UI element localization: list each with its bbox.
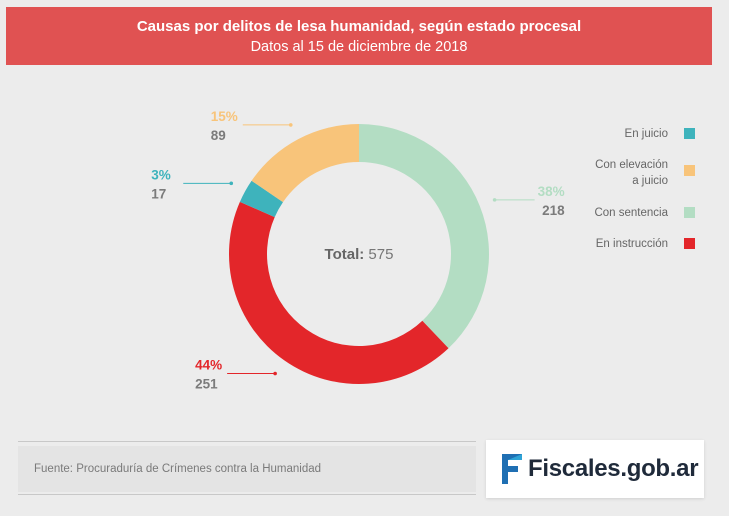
center-total-caption: Total: [325,246,369,263]
legend-label-1-0: Con elevación [595,159,668,171]
legend-label-2-0: Con sentencia [594,207,668,219]
source-note: Fuente: Procuraduría de Crímenes contra … [18,446,476,492]
slice-con-elevacion-a-juicio [251,124,359,203]
legend-swatch-2 [684,207,695,218]
legend-swatch-3 [684,238,695,249]
slice-con-sentencia [359,124,489,349]
callout-3-value: 89 [211,128,226,143]
callout-3-percent: 15% [211,109,238,124]
callout-1-percent: 44% [195,358,222,373]
fiscales-logo-text: Fiscales.gob.ar [528,452,699,486]
donut-center-label: Total: 575 [325,246,394,263]
callout-1-dot [273,371,277,376]
slice-en-instruccion [228,201,449,384]
footer-divider-top [18,441,476,442]
chart-legend: En juicio Con elevación a juicio Con senten… [594,128,695,250]
slice-en-juicio [239,180,283,218]
legend-label-0-0: En juicio [625,128,668,140]
center-total-label: Total: 575 [325,246,394,263]
footer-divider-bottom [18,494,476,495]
legend-swatch-1 [684,165,695,176]
callout-1-value: 251 [195,377,218,392]
callout-0-value: 218 [542,203,565,218]
logo-domain: .gob.ar [620,455,699,482]
legend-swatch-0 [684,128,695,139]
slice-callouts: 38% 218 44% 251 3% 17 15% 89 [151,109,565,392]
center-total-value: 575 [368,246,393,263]
chart-header: Causas por delitos de lesa humanidad, se… [6,7,712,65]
donut-chart: Total: 575 38% 218 44% 251 3% 17 15% 89 En juic… [151,109,695,392]
callout-2-dot [229,181,234,186]
callout-2-percent: 3% [151,167,171,182]
chart-title: Causas por delitos de lesa humanidad, se… [136,18,582,35]
callout-2-value: 17 [151,186,166,201]
fiscales-logo: Fiscales.gob.ar [486,440,704,498]
donut-slices [228,124,489,384]
callout-0-dot [492,198,497,202]
logo-name: Fiscales [528,455,621,482]
legend-label-1-1: a juicio [632,175,668,187]
legend-label-3-0: En instrucción [596,238,668,250]
callout-3-dot [288,123,293,127]
fiscales-logo-icon [502,454,522,484]
callout-0-percent: 38% [538,184,565,199]
chart-subtitle: Datos al 15 de diciembre de 2018 [250,39,468,55]
